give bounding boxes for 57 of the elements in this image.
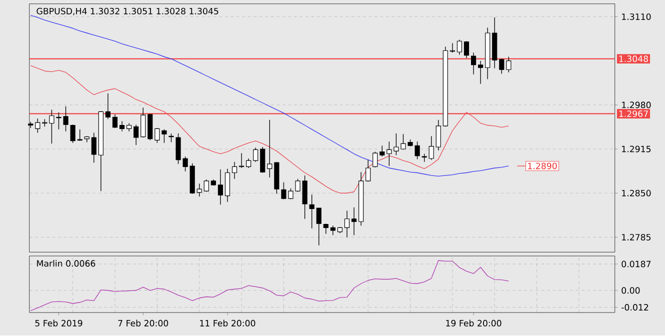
y-tick-label: 1.2850 (622, 190, 651, 197)
candlestick (112, 114, 118, 129)
candlestick (386, 141, 392, 167)
candlestick (471, 52, 476, 75)
candlestick (35, 118, 40, 134)
candlestick (344, 210, 350, 238)
y-tick-label: -0.012 (622, 304, 648, 311)
x-tick-label: 11 Feb 20:00 (200, 320, 256, 327)
candlestick (478, 60, 484, 84)
candlestick (204, 179, 209, 192)
x-tick-label: 19 Feb 20:00 (446, 320, 502, 327)
candlestick (323, 224, 328, 234)
candlestick (428, 136, 434, 160)
candlestick (436, 120, 441, 151)
y-tick-label: 1.3110 (622, 14, 651, 20)
candlestick (456, 40, 462, 56)
candlestick (246, 158, 252, 169)
y-tick-label: 0.0187 (622, 260, 651, 268)
candlestick (154, 128, 160, 144)
text: 1.2890 (528, 162, 557, 170)
candlestick (119, 121, 125, 132)
candlestick (232, 162, 238, 180)
candlestick (506, 56, 512, 73)
candlestick (499, 58, 504, 74)
candlestick (253, 148, 258, 162)
candlestick (267, 120, 272, 178)
candlestick (70, 124, 76, 144)
candlestick (196, 184, 202, 198)
candlestick (224, 168, 230, 202)
candlestick (351, 207, 357, 236)
y-tick-label: 1.2785 (622, 234, 651, 241)
y-tick-label: 1.2915 (622, 146, 651, 152)
candlestick (77, 129, 82, 142)
chart-title: Marlin 0.0066 (37, 260, 96, 267)
ref-line-label: 1.2967 (619, 110, 648, 118)
ref-line-label: 1.3048 (619, 56, 648, 62)
candlestick (218, 169, 223, 206)
candlestick (372, 152, 378, 168)
x-tick-label: 5 Feb 2019 (35, 320, 82, 327)
candlestick (162, 129, 167, 144)
y-tick-label: 1.2980 (622, 102, 651, 108)
candlestick (105, 93, 110, 120)
candlestick (366, 160, 371, 182)
x-tick-label: 7 Feb 20:00 (118, 320, 168, 327)
candlestick (134, 124, 139, 146)
candlestick (140, 108, 146, 138)
candlestick (464, 41, 470, 59)
candlestick (91, 132, 96, 164)
candlestick (330, 226, 336, 236)
candlestick (260, 146, 266, 174)
chart-title: GBPUSD,H4 1.3032 1.3051 1.3028 1.3045 (36, 8, 218, 16)
candlestick (238, 152, 244, 169)
y-tick-label: 0.00 (622, 287, 640, 294)
candlestick (316, 208, 322, 246)
candlestick (309, 194, 314, 229)
line-series (30, 260, 510, 312)
candlestick (380, 146, 385, 158)
